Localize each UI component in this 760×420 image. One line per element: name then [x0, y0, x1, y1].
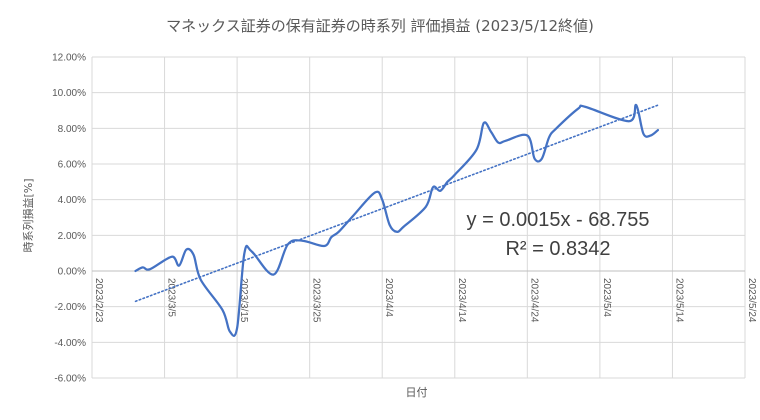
y-tick-label: 8.00%	[58, 124, 86, 135]
x-tick-label: 2023/5/24	[746, 278, 757, 323]
y-tick-label: 2.00%	[58, 231, 86, 242]
x-tick-label: 2023/3/15	[238, 278, 249, 323]
y-axis-label: 時系列損益[%]	[21, 178, 35, 252]
y-tick-label: 4.00%	[58, 195, 86, 206]
x-tick-label: 2023/3/25	[311, 278, 322, 323]
chart-title: マネックス証券の保有証券の時系列 評価損益 (2023/5/12終値)	[166, 17, 594, 35]
trendline-equation: y = 0.0015x - 68.755	[467, 209, 650, 231]
x-tick-label: 2023/5/4	[601, 278, 612, 317]
x-tick-label: 2023/5/14	[673, 278, 684, 323]
y-tick-label: -2.00%	[54, 302, 86, 313]
y-tick-label: -6.00%	[54, 374, 86, 385]
x-tick-label: 2023/3/5	[166, 278, 177, 317]
y-tick-label: -4.00%	[54, 338, 86, 349]
x-tick-label: 2023/2/23	[93, 278, 104, 323]
x-tick-label: 2023/4/4	[383, 278, 394, 317]
x-tick-label: 2023/4/24	[528, 278, 539, 323]
y-tick-label: 12.00%	[52, 53, 86, 64]
series-line	[134, 103, 660, 337]
trendline-r-squared: R² = 0.8342	[505, 238, 610, 260]
x-axis-label: 日付	[406, 386, 428, 399]
y-tick-label: 0.00%	[58, 267, 86, 278]
y-tick-label: 6.00%	[58, 160, 86, 171]
x-tick-label: 2023/4/14	[456, 278, 467, 323]
y-tick-label: 10.00%	[52, 88, 86, 99]
trendline	[134, 104, 659, 303]
